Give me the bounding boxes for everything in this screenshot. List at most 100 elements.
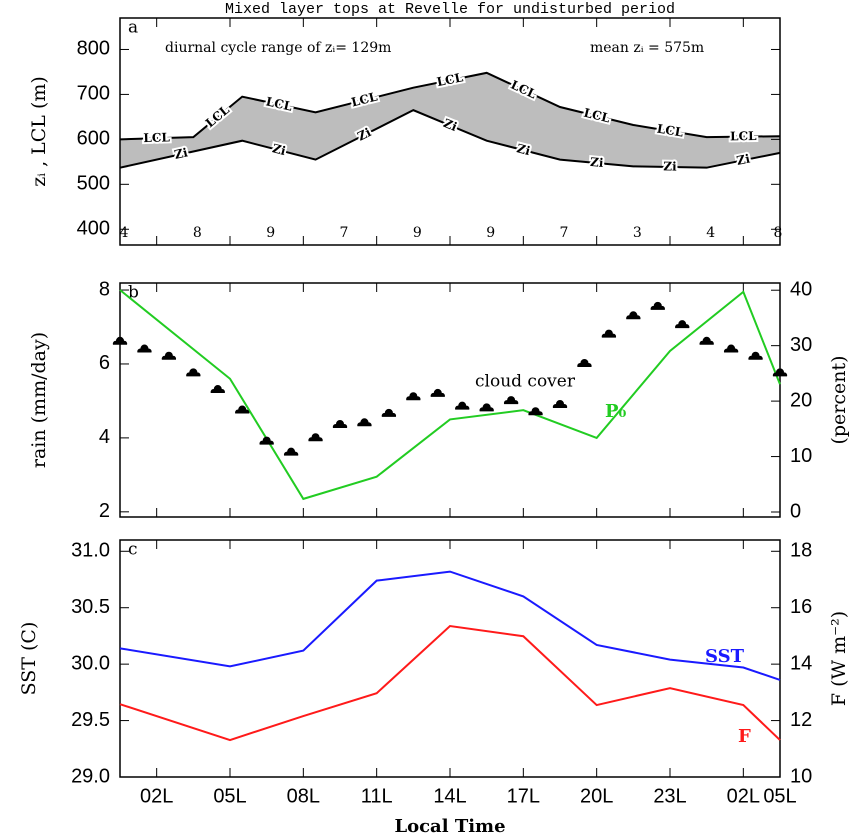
cloud-marker	[186, 368, 201, 377]
annotation: diurnal cycle range of zᵢ= 129m	[165, 40, 391, 56]
sample-count: 4	[120, 225, 129, 241]
y-tick-label: 2	[99, 500, 110, 522]
y-tick-label: 31.0	[71, 540, 110, 562]
cloud-marker	[772, 368, 788, 377]
cloud-marker	[577, 358, 592, 367]
y2-tick-label: 10	[790, 765, 812, 787]
panel-label: a	[128, 18, 138, 38]
cloud-marker	[626, 311, 641, 320]
band	[120, 72, 780, 168]
y2-tick-label: 14	[790, 652, 812, 674]
x-tick-label: 17L	[507, 785, 540, 807]
y-tick-label: 30.0	[71, 652, 110, 674]
y2-tick-label: 16	[790, 596, 812, 618]
cloud-marker	[357, 418, 372, 427]
series-label: LCL	[143, 130, 170, 145]
x-tick-label: 08L	[287, 785, 320, 807]
x-tick-label: 20L	[580, 785, 613, 807]
y-axis-label: zᵢ , LCL (m)	[28, 76, 50, 187]
y2-tick-label: 12	[790, 709, 812, 731]
cloud-marker	[259, 436, 274, 445]
series-label: Zi	[515, 141, 532, 158]
sample-count: 7	[340, 225, 349, 241]
y-tick-label: 700	[77, 83, 110, 105]
y2-tick-label: 10	[790, 445, 812, 467]
x-tick-label: 02L	[140, 785, 173, 807]
cloud-marker	[161, 351, 177, 360]
cloud-marker	[650, 301, 665, 310]
cloud-marker	[381, 408, 397, 417]
y-tick-label: 4	[99, 426, 110, 448]
y-tick-label: 400	[77, 218, 110, 240]
x-tick-label: 23L	[653, 785, 686, 807]
cloud-marker	[283, 447, 299, 456]
y-tick-label: 500	[77, 173, 110, 195]
y-tick-label: 800	[77, 38, 110, 60]
x-tick-label: 05L	[213, 785, 246, 807]
x-tick-label: 11L	[361, 785, 393, 807]
cloud-marker	[406, 392, 421, 401]
cloud-marker	[235, 405, 250, 414]
y-tick-label: 600	[77, 128, 110, 150]
cloud-marker	[332, 419, 348, 428]
panel-label: c	[128, 540, 138, 560]
y2-tick-label: 0	[790, 500, 801, 522]
sample-count: 9	[486, 225, 495, 241]
sample-count: 8	[774, 225, 783, 241]
y2-tick-label: 20	[790, 389, 812, 411]
series-line	[119, 109, 781, 169]
cloud-marker	[210, 385, 225, 394]
series-label: Zi	[589, 155, 604, 170]
x-axis-label: Local Time	[394, 816, 505, 837]
y-tick-label: 29.5	[71, 709, 110, 731]
y2-tick-label: 40	[790, 278, 812, 300]
series-line	[119, 570, 781, 681]
cloud-marker	[723, 344, 739, 353]
plot-frame	[119, 539, 781, 778]
series-label: P₀	[605, 401, 627, 422]
cloud-marker	[675, 320, 690, 329]
cloud-marker	[601, 329, 617, 338]
chart-title: Mixed layer tops at Revelle for undistur…	[225, 1, 675, 18]
sample-count: 9	[266, 225, 275, 241]
y2-axis-label: (percent)	[828, 355, 850, 444]
cloud-marker	[699, 336, 714, 345]
x-tick-label: 05L	[763, 785, 796, 807]
panel-label: b	[128, 283, 139, 303]
y-tick-label: 6	[99, 352, 110, 374]
series-label: Zi	[663, 159, 677, 173]
cloud-marker	[308, 433, 323, 442]
cloud-marker	[137, 344, 152, 353]
cloud-marker	[112, 336, 128, 345]
y2-tick-label: 30	[790, 334, 812, 356]
cloud-marker	[552, 399, 568, 408]
y-axis-label: rain (mm/day)	[28, 332, 50, 468]
cloud-marker	[503, 396, 519, 405]
sample-count: 8	[193, 225, 202, 241]
cloud-marker	[479, 403, 494, 412]
sample-count: 9	[413, 225, 422, 241]
cloud-marker	[430, 388, 445, 397]
series-label: LCL	[730, 129, 757, 143]
annotation: mean zᵢ = 575m	[590, 40, 704, 56]
sample-count: 7	[560, 225, 569, 241]
y-axis-label: SST (C)	[18, 622, 40, 696]
series-label: F	[738, 726, 751, 747]
y-tick-label: 29.0	[71, 765, 110, 787]
series-label: Zi	[173, 145, 189, 162]
series-label: cloud cover	[475, 372, 576, 392]
series-label: LCL	[656, 121, 685, 139]
series-line	[119, 71, 781, 141]
plot-frame	[119, 282, 781, 518]
cloud-marker	[455, 401, 470, 410]
x-tick-label: 02L	[727, 785, 760, 807]
sample-count: 4	[706, 225, 715, 241]
x-tick-label: 14L	[433, 785, 466, 807]
series-line	[119, 624, 781, 742]
series-label: Zi	[735, 152, 751, 168]
y2-tick-label: 18	[790, 540, 812, 562]
series-label: SST	[705, 646, 745, 667]
y2-axis-label: F (W m⁻²)	[828, 611, 850, 706]
